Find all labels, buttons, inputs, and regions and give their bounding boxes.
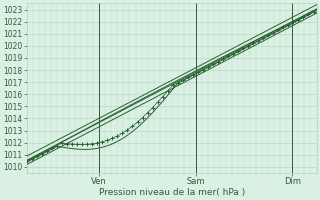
X-axis label: Pression niveau de la mer( hPa ): Pression niveau de la mer( hPa ): [99, 188, 245, 197]
